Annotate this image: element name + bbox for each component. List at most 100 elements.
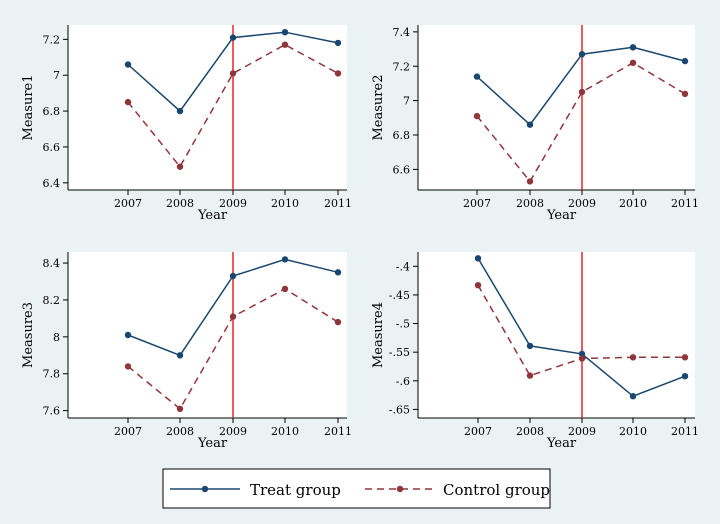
y-tick-label: 7 [53, 69, 60, 82]
control-data-point [526, 372, 534, 379]
x-tick-label: 2008 [166, 425, 194, 438]
x-axis-title: Year [197, 208, 228, 223]
x-tick-label: 2007 [463, 197, 491, 210]
x-tick-label: 2010 [271, 197, 299, 210]
chart-panel-4: -.65 -.6 -.55 -.5 -.45 -.4 2007 2008 2009 2010 201… [371, 252, 699, 451]
y-tick-label: 8.4 [43, 257, 61, 270]
control-data-point [629, 354, 637, 361]
y-tick-label: -.65 [389, 403, 410, 416]
control-data-point [281, 41, 289, 48]
treat-data-point [629, 44, 637, 51]
control-data-point [124, 363, 132, 370]
chart-panel-3: 7.6 7.8 8 8.2 8.4 2007 2008 2009 2010 2011 Year Mea… [21, 252, 352, 451]
treat-data-point [474, 255, 482, 262]
control-data-point [578, 88, 586, 96]
control-data-point [229, 70, 237, 77]
control-data-point [578, 355, 586, 362]
treat-data-point [334, 269, 342, 276]
y-axis-title: Measure3 [21, 302, 36, 368]
control-data-point [681, 354, 689, 361]
y-tick-label: 7.6 [43, 405, 61, 418]
x-tick-label: 2011 [324, 197, 352, 210]
y-axis-title: Measure1 [21, 75, 36, 141]
y-tick-label: 7.4 [393, 26, 411, 39]
legend-control-label: Control group [443, 481, 550, 499]
y-tick-label: 8 [53, 331, 60, 344]
x-tick-label: 2008 [516, 197, 544, 210]
control-data-point [124, 98, 132, 106]
treat-data-point [681, 57, 689, 65]
control-data-point [281, 285, 289, 293]
control-data-point [474, 282, 482, 289]
control-data-point [176, 405, 184, 412]
control-series-line [476, 61, 686, 183]
control-data-point [229, 313, 237, 320]
plot-area [68, 25, 347, 190]
plot-area [68, 252, 347, 418]
treat-data-point [281, 29, 289, 36]
treat-data-point [229, 272, 237, 280]
control-series-line [127, 43, 339, 169]
x-tick-label: 2007 [114, 425, 142, 438]
y-tick-label: 6.8 [43, 105, 61, 118]
x-axis-title: Year [546, 208, 577, 223]
treat-data-point [124, 61, 132, 68]
control-data-point [176, 163, 184, 170]
x-tick-label: 2010 [271, 425, 299, 438]
control-data-point [629, 59, 637, 66]
control-data-point [681, 90, 689, 98]
x-tick-label: 2009 [219, 197, 247, 210]
x-tick-label: 2011 [671, 197, 699, 210]
x-tick-label: 2010 [619, 425, 647, 438]
treat-data-point [629, 393, 637, 400]
x-tick-label: 2007 [464, 425, 492, 438]
legend-treat-marker [201, 485, 209, 493]
y-tick-label: -.4 [396, 260, 410, 273]
treat-data-point [229, 34, 237, 41]
y-tick-label: 8.2 [43, 294, 61, 307]
treat-data-point [681, 373, 689, 380]
y-tick-label: 6.6 [43, 141, 61, 154]
y-tick-label: -.55 [389, 346, 410, 359]
legend-box [162, 468, 551, 509]
treat-data-point [473, 73, 481, 80]
treat-data-point [176, 107, 184, 115]
y-tick-label: -.45 [389, 289, 410, 302]
legend-control-marker [396, 485, 404, 493]
treat-data-point [176, 352, 184, 359]
y-tick-label: 7 [403, 95, 410, 108]
y-tick-label: 7.2 [393, 60, 411, 73]
chart-panel-1: 6.4 6.6 6.8 7 7.2 2007 2008 2009 2010 2011 Year Mea… [21, 25, 352, 223]
x-tick-label: 2011 [671, 425, 699, 438]
y-tick-label: 6.8 [393, 129, 411, 142]
control-data-point [334, 70, 342, 77]
treat-data-point [526, 121, 534, 128]
x-tick-label: 2009 [568, 197, 596, 210]
chart-panels: 6.4 6.6 6.8 7 7.2 2007 2008 2009 2010 2011 Year Mea… [21, 25, 699, 451]
y-tick-label: 6.4 [43, 177, 61, 190]
treat-data-point [334, 39, 342, 47]
control-data-point [526, 178, 534, 185]
chart-panel-2: 6.6 6.8 7 7.2 7.4 2007 2008 2009 2010 2011 Year Mea… [371, 25, 699, 223]
x-tick-label: 2009 [568, 425, 596, 438]
legend-treat-label: Treat group [250, 481, 341, 499]
x-tick-label: 2009 [219, 425, 247, 438]
treat-data-point [124, 331, 132, 339]
control-data-point [334, 318, 342, 326]
treat-data-point [578, 350, 586, 358]
x-axis-title: Year [546, 436, 577, 451]
y-axis-title: Measure4 [371, 302, 386, 368]
treat-data-point [526, 342, 534, 350]
y-tick-label: 7.2 [43, 33, 61, 46]
x-tick-label: 2007 [114, 197, 142, 210]
y-axis-title: Measure2 [371, 75, 386, 141]
y-tick-label: -.6 [396, 375, 410, 388]
control-data-point [473, 112, 481, 120]
plot-area [418, 252, 695, 418]
x-tick-label: 2011 [324, 425, 352, 438]
x-tick-label: 2010 [619, 197, 647, 210]
treat-data-point [281, 256, 289, 263]
y-tick-label: 6.6 [393, 163, 411, 176]
x-tick-label: 2008 [516, 425, 544, 438]
